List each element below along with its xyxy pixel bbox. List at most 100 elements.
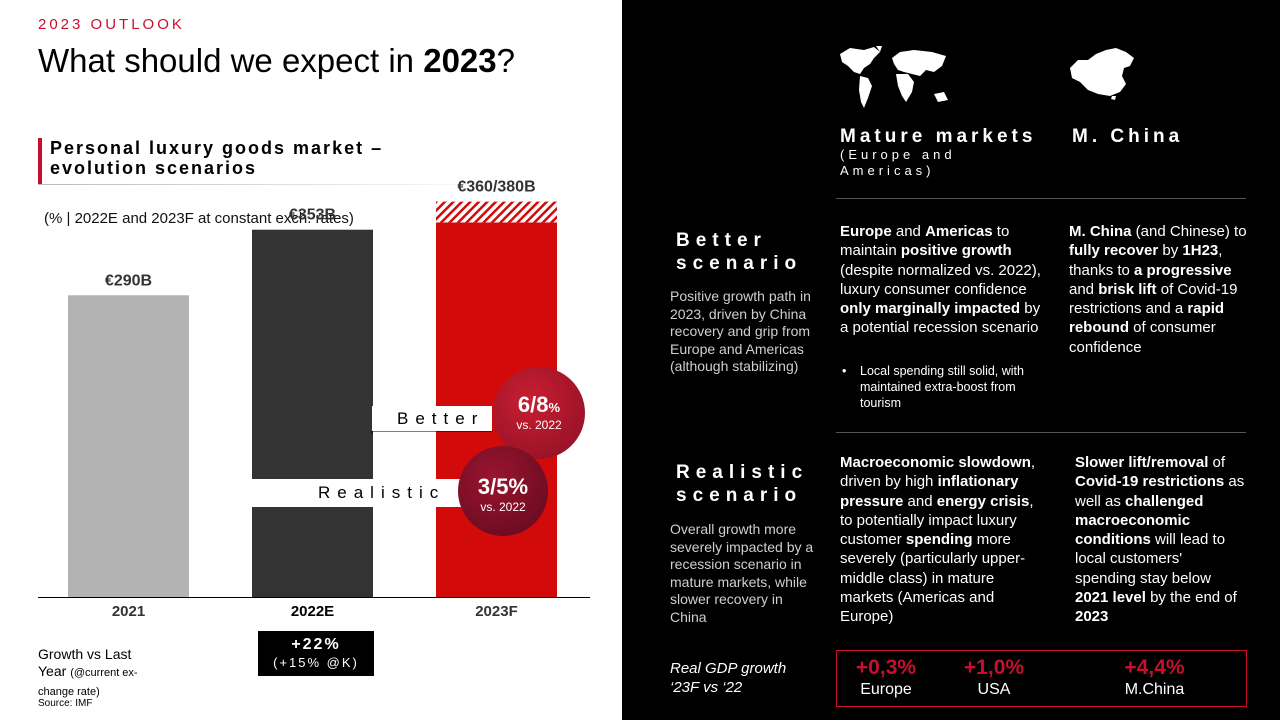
bc-p12: of consumer confidence	[1069, 319, 1216, 356]
realistic-mature-text: Macroeconomic slowdown, driven by high i…	[840, 453, 1045, 627]
units-note: (% | 2022E and 2023F at constant exch. r…	[44, 210, 354, 227]
realistic-china-text: Slower lift/removal of Covid-19 restrict…	[1075, 453, 1247, 627]
eyebrow: 2023 OUTLOOK	[38, 16, 185, 33]
better-growth-value: 6/8	[517, 392, 549, 417]
better-scenario-desc: Positive growth path in 2023, driven by …	[670, 288, 811, 374]
bc-p3: fully recover	[1069, 242, 1159, 260]
x-tick-label: 2023F	[475, 603, 518, 620]
realistic-scenario-label: Realistic	[240, 479, 465, 507]
bc-p4: by	[1158, 242, 1183, 260]
left-panel: 2023 OUTLOOK What should we expect in 20…	[0, 0, 622, 720]
better-mature-bullet: Local spending still solid, with maintai…	[840, 363, 1030, 411]
realistic-growth-value: 3/5%	[477, 474, 529, 499]
bm-p6: (despite normalized vs. 2022), luxury co…	[840, 261, 1041, 298]
growth-label-small: (@current ex-	[70, 667, 138, 679]
bar-2023f-upper-range	[436, 201, 557, 223]
realistic-title-line1: Realistic	[676, 462, 809, 483]
growth-label: Growth vs Last Year (@current ex- change…	[38, 646, 138, 701]
bm-p1: Europe	[840, 223, 892, 240]
gdp-region: M.China	[1124, 681, 1185, 698]
rc-p6: will lead to local customers' spending s…	[1075, 531, 1226, 587]
source-note: Source: IMF	[38, 698, 93, 709]
better-growth-vs: vs. 2022	[516, 418, 562, 432]
gdp-item-usa: +1,0% USA	[955, 656, 1033, 700]
bc-p8: and	[1069, 280, 1099, 298]
rc-p2: of	[1208, 454, 1226, 471]
rc-p1: Slower lift/removal	[1075, 454, 1209, 471]
realistic-growth-vs: vs. 2022	[480, 500, 526, 514]
rc-p7: 2021 level	[1075, 589, 1146, 607]
gdp-value: +4,4%	[1124, 656, 1185, 679]
gdp-region: Europe	[860, 681, 912, 698]
bc-p11: rapid rebound	[1069, 300, 1225, 337]
bc-p5: 1H23	[1182, 242, 1219, 260]
growth-label-line2: Year	[38, 663, 67, 679]
right-panel	[622, 0, 1280, 720]
mature-markets-sub1: (Europe and	[840, 147, 956, 162]
bar-value-label: €360/380B	[457, 179, 535, 196]
growth-sub: (+15% @K)	[273, 655, 359, 670]
china-map-icon	[1070, 48, 1134, 100]
bar-2022e	[252, 229, 373, 597]
subhead-divider	[38, 184, 518, 185]
gdp-item-europe: +0,3% Europe	[847, 656, 925, 700]
gdp-item-china: +4,4% M.China	[1107, 656, 1202, 700]
gdp-region: USA	[977, 681, 1011, 698]
better-growth-bubble: 6/8% vs. 2022	[493, 367, 585, 459]
bc-p1: M. China	[1069, 223, 1132, 240]
rm-p8: more severely (particularly upper-middle…	[840, 531, 1026, 626]
rm-p2: , driven by high	[840, 454, 1036, 491]
mature-markets-sub2: Americas)	[840, 163, 935, 178]
chart-subhead: Personal luxury goods market – evolution…	[38, 138, 478, 184]
world-map-icon	[840, 46, 948, 108]
bar-value-label: €353B	[289, 207, 336, 224]
bm-p4: to maintain	[840, 223, 1010, 260]
better-title-line2: scenario	[676, 253, 803, 274]
rm-p5: energy crisis	[936, 492, 1030, 510]
x-tick-label: 2022E	[291, 603, 334, 620]
realistic-title-line2: scenario	[676, 485, 803, 506]
realistic-scenario-title: Realistic scenario	[676, 461, 808, 507]
bm-p2: and	[891, 223, 926, 240]
divider-top	[836, 198, 1246, 199]
realistic-scenario-desc: Overall growth more severely impacted by…	[670, 521, 814, 625]
rm-p7: spending	[905, 531, 973, 549]
gdp-box: +0,3% Europe +1,0% USA +4,4% M.China	[836, 650, 1247, 707]
growth-box: +22% (+15% @K)	[258, 631, 374, 676]
title-prefix: What should we expect in	[38, 42, 424, 79]
bar-value-label: €290B	[105, 272, 152, 289]
rc-p5: challenged macroeconomic conditions	[1075, 492, 1204, 549]
better-title-line1: Better	[676, 230, 767, 251]
bar-2021	[68, 295, 189, 597]
rc-p8: by the end of	[1145, 589, 1237, 607]
rc-p9: 2023	[1075, 608, 1109, 626]
better-growth-pct: %	[548, 400, 561, 415]
title-suffix: ?	[496, 42, 515, 79]
china-title: M. China	[1072, 126, 1184, 147]
bm-p3: Americas	[925, 223, 993, 240]
title-year: 2023	[423, 42, 497, 79]
bc-p6: , thanks to	[1069, 242, 1223, 279]
bc-p10: of Covid-19 restrictions and a	[1069, 280, 1238, 318]
bm-p5: positive growth	[900, 242, 1012, 260]
gdp-label-line2: ‘23F vs ‘22	[670, 679, 743, 696]
gdp-label-line1: Real GDP growth	[670, 660, 787, 677]
bc-p7: a progressive	[1134, 261, 1232, 279]
mature-markets-title: Mature markets	[840, 126, 1037, 147]
bm-p8: by a potential recession scenario	[840, 300, 1041, 337]
better-scenario-label: Better	[372, 406, 492, 431]
subhead-line2: evolution scenarios	[50, 158, 258, 178]
x-tick-label: 2021	[112, 603, 145, 620]
growth-label-line1: Growth vs Last	[38, 646, 132, 662]
rm-p1: Macroeconomic slowdown	[840, 454, 1031, 471]
better-mature-text: Europe and Americas to maintain positive…	[840, 222, 1045, 338]
realistic-growth-bubble: 3/5% vs. 2022	[458, 446, 548, 536]
rc-p4: as well as	[1075, 473, 1245, 510]
growth-value: +22%	[291, 636, 341, 653]
rc-p3: Covid-19 restrictions	[1075, 473, 1225, 491]
page-title: What should we expect in 2023?	[38, 42, 515, 80]
gdp-label: Real GDP growth ‘23F vs ‘22	[670, 659, 786, 697]
subhead-line1: Personal luxury goods market –	[50, 138, 384, 158]
rm-p4: and	[903, 492, 937, 510]
gdp-value: +0,3%	[855, 656, 917, 679]
